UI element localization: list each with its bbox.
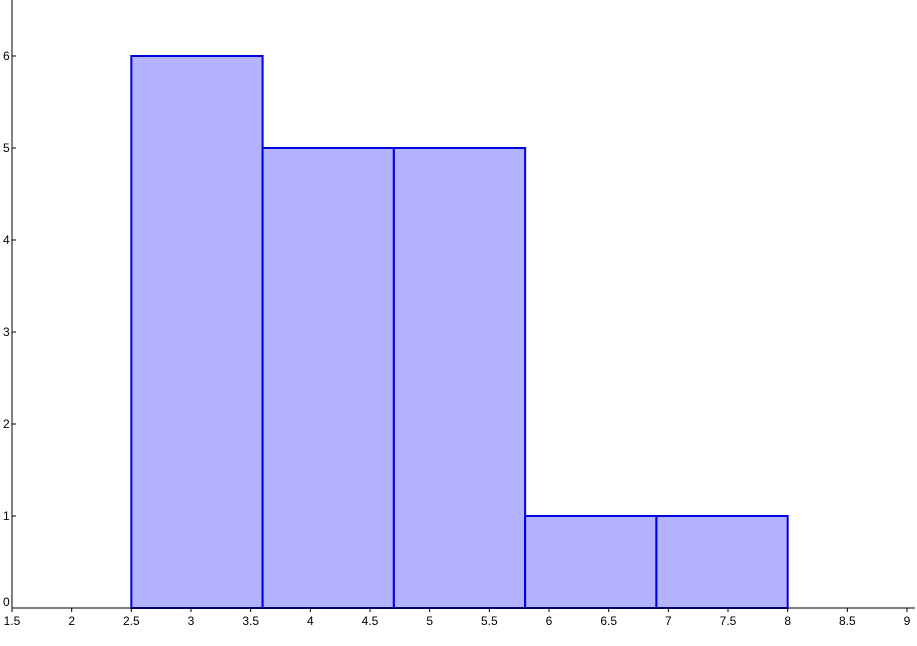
x-tick-label: 8.5 bbox=[839, 614, 856, 628]
histogram-bar-4 bbox=[524, 515, 658, 609]
x-tick-label: 1.5 bbox=[4, 614, 21, 628]
y-tick-label: 0 bbox=[3, 595, 10, 609]
x-tick-label: 5.5 bbox=[481, 614, 498, 628]
histogram-bar-5 bbox=[655, 515, 789, 609]
y-tick-label: 5 bbox=[3, 141, 10, 155]
y-tick-label: 1 bbox=[3, 509, 10, 523]
x-tick-label: 5 bbox=[426, 614, 433, 628]
x-tick-label: 3.5 bbox=[242, 614, 259, 628]
x-tick-label: 2.5 bbox=[123, 614, 140, 628]
x-tick-label: 6 bbox=[546, 614, 553, 628]
x-tick-label: 7 bbox=[665, 614, 672, 628]
x-tick-label: 3 bbox=[188, 614, 195, 628]
x-tick-label: 6.5 bbox=[600, 614, 617, 628]
x-tick-label: 2 bbox=[68, 614, 75, 628]
y-ticks-layer: 0 1 2 3 4 5 6 bbox=[3, 49, 16, 609]
y-tick-label: 6 bbox=[3, 49, 10, 63]
y-tick-label: 4 bbox=[3, 233, 10, 247]
x-tick-label: 7.5 bbox=[720, 614, 737, 628]
x-tick-label: 4.5 bbox=[362, 614, 379, 628]
x-tick-label: 8 bbox=[784, 614, 791, 628]
y-tick-label: 3 bbox=[3, 325, 10, 339]
histogram-bar-1 bbox=[130, 55, 264, 609]
x-ticks-layer: 1.5 2 2.5 3 3.5 4 4.5 5 5.5 6 6.5 7 7.5 8 8.5 9 bbox=[4, 608, 911, 628]
bars-layer bbox=[130, 55, 789, 609]
x-tick-label: 4 bbox=[307, 614, 314, 628]
x-tick-label: 9 bbox=[904, 614, 911, 628]
histogram-bar-3 bbox=[392, 147, 527, 609]
y-tick-label: 2 bbox=[3, 417, 10, 431]
histogram-bar-2 bbox=[261, 147, 395, 609]
axes-layer bbox=[11, 0, 915, 609]
